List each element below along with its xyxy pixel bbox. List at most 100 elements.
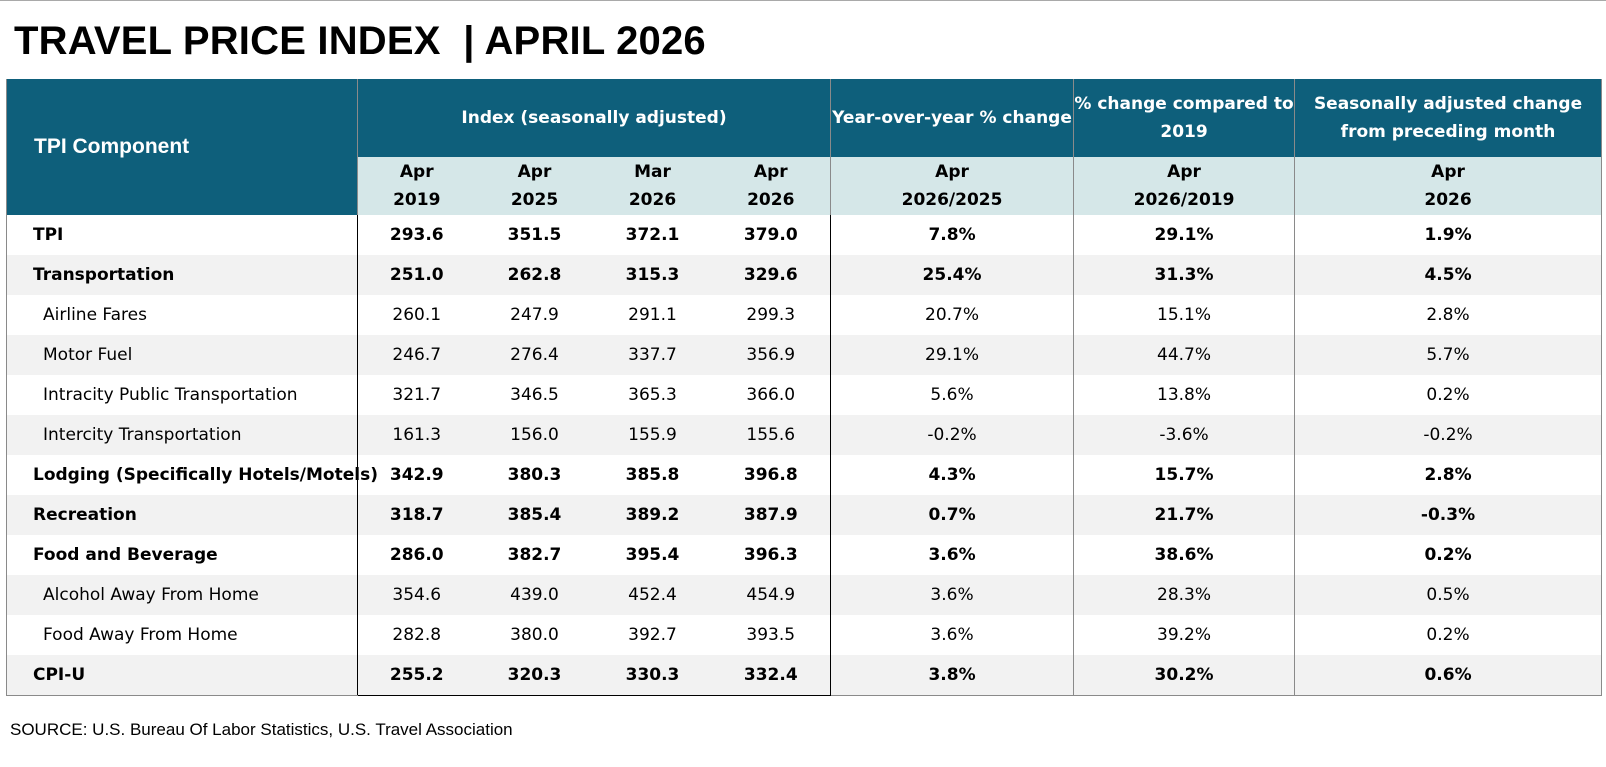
cell-yoy: 5.6% (830, 375, 1074, 415)
cell-apr-2026: 454.9 (711, 575, 832, 615)
cell-yoy: 0.7% (830, 495, 1074, 535)
cell-mar-2026: 365.3 (628, 385, 677, 405)
row-name: Food and Beverage (6, 535, 358, 575)
cell-apr-2019: 251.0 (357, 255, 476, 295)
cell-yoy: -0.2% (830, 415, 1074, 455)
cell-apr-2026: 155.6 (711, 415, 832, 455)
cell-mar-2026: 315.3 (593, 255, 712, 295)
cell-yoy: 7.8% (830, 215, 1074, 255)
table-row-alcohol-away-from-home: Alcohol Away From Home 354.6 439.0 452.4… (6, 575, 1603, 615)
cell-vs-2019: 44.7% (1073, 335, 1295, 375)
cell-mom: 0.6% (1294, 655, 1603, 696)
cell-vs-2019: 39.2% (1073, 615, 1295, 655)
cell-mom: 0.2% (1294, 535, 1603, 575)
cell-apr-2026: 366.0 (711, 375, 832, 415)
cell-mar-2026: 452.4 (593, 575, 712, 615)
header-yoy: Year-over-year % change (830, 79, 1074, 157)
cell-yoy: 25.4% (830, 255, 1074, 295)
cell-apr-2019: 342.9 (357, 455, 476, 495)
row-name: Food Away From Home (6, 615, 358, 655)
subheader-apr-2026: Apr 2026 (711, 157, 831, 215)
cell-apr-2025: 439.0 (475, 575, 594, 615)
cell-apr-2025: 262.8 (475, 255, 594, 295)
cell-apr-2026: 329.6 (711, 255, 832, 295)
cell-mom: -0.2% (1294, 415, 1603, 455)
cell-apr-2025: 385.4 (475, 495, 594, 535)
cell-yoy: 20.7% (830, 295, 1074, 335)
cell-mar-2026: 389.2 (593, 495, 712, 535)
cell-apr-2025: 382.7 (507, 545, 562, 565)
cell-vs-2019: 13.8% (1073, 375, 1295, 415)
row-name: Intercity Transportation (6, 415, 358, 455)
cell-mar-2026: 330.3 (593, 655, 712, 696)
cell-vs-2019: 30.2% (1073, 655, 1295, 696)
table-row-lodging: Lodging (Specifically Hotels/Motels) 342… (6, 455, 1603, 495)
cell-mar-2026: 155.9 (593, 415, 712, 455)
cell-mom: 2.8% (1294, 455, 1603, 495)
table-row-tpi: TPI 293.6 351.5 372.1 379.0 7.8% 29.1% 1… (6, 215, 1603, 255)
cell-apr-2026: 356.9 (711, 335, 832, 375)
cell-apr-2019: 246.7 (357, 335, 476, 375)
cell-yoy: 3.6% (830, 615, 1074, 655)
table-row-food-away-from-home: Food Away From Home 282.8 380.0 392.7 39… (6, 615, 1603, 655)
cell-apr-2026: 396.3 (711, 535, 832, 575)
header-vs-2019: % change compared to 2019 (1073, 79, 1295, 157)
cell-apr-2025: 346.5 (510, 385, 559, 405)
cell-apr-2025: 320.3 (475, 655, 594, 696)
table-row-intercity-transportation: Intercity Transportation 161.3 156.0 155… (6, 415, 1603, 455)
cell-apr-2025: 247.9 (510, 305, 559, 325)
header-index: Index (seasonally adjusted) (356, 79, 831, 157)
cell-mar-2026: 337.7 (593, 335, 712, 375)
cell-vs-2019: -3.6% (1073, 415, 1295, 455)
cell-apr-2026: 299.3 (711, 295, 832, 335)
row-name: TPI (6, 215, 358, 255)
cell-yoy: 4.3% (830, 455, 1074, 495)
row-name: Transportation (6, 255, 358, 295)
cell-apr-2025: 380.0 (510, 625, 559, 645)
subheader-vs-2019-period: Apr 2026/2019 (1073, 157, 1295, 215)
cell-apr-2019: 260.1 (357, 295, 476, 335)
cell-mom: 2.8% (1294, 295, 1603, 335)
cell-apr-2025: 351.5 (507, 225, 562, 245)
table-row-motor-fuel: Motor Fuel 246.7 276.4 337.7 356.9 29.1%… (6, 335, 1603, 375)
cell-mar-2026: 392.7 (628, 625, 677, 645)
cell-apr-2026: 332.4 (711, 655, 832, 696)
row-name: CPI-U (6, 655, 358, 696)
cell-mar-2026: 372.1 (625, 225, 680, 245)
cell-yoy: 3.8% (830, 655, 1074, 696)
cell-mar-2026: 385.8 (625, 465, 680, 485)
cell-apr-2019: 286.0 (357, 535, 476, 575)
cell-apr-2026: 396.8 (711, 455, 832, 495)
cell-apr-2019: 318.7 (357, 495, 476, 535)
cell-vs-2019: 21.7% (1073, 495, 1295, 535)
cell-apr-2019: 161.3 (357, 415, 476, 455)
table-row-recreation: Recreation 318.7 385.4 389.2 387.9 0.7% … (6, 495, 1603, 535)
table-row-airline-fares: Airline Fares 260.1 247.9 291.1 299.3 20… (6, 295, 1603, 335)
cell-mom: 0.5% (1294, 575, 1603, 615)
cell-apr-2019: 282.8 (357, 615, 476, 655)
subheader-row: Apr 2019 Apr 2025 Mar 2026 Apr 2026 Apr 2026/… (7, 157, 1603, 215)
cell-mar-2026: 291.1 (628, 305, 677, 325)
cell-mom: 5.7% (1294, 335, 1603, 375)
row-name: Alcohol Away From Home (6, 575, 358, 615)
subheader-apr-2025: Apr 2025 (475, 157, 594, 215)
table-row-transportation: Transportation 251.0 262.8 315.3 329.6 2… (6, 255, 1603, 295)
cell-yoy: 29.1% (830, 335, 1074, 375)
cell-vs-2019: 15.1% (1073, 295, 1295, 335)
cell-apr-2025: 156.0 (475, 415, 594, 455)
cell-apr-2025: 380.3 (507, 465, 562, 485)
cell-apr-2026: 387.9 (711, 495, 832, 535)
table-row-intracity-public-transportation: Intracity Public Transportation 321.7 34… (6, 375, 1603, 415)
cell-vs-2019: 15.7% (1073, 455, 1295, 495)
cell-apr-2026: 393.5 (711, 615, 832, 655)
header-row: TPI Component Index (seasonally adjusted… (6, 79, 1603, 215)
cell-mom: -0.3% (1294, 495, 1603, 535)
cell-apr-2019: 321.7 (357, 375, 476, 415)
cell-mom: 0.2% (1294, 375, 1603, 415)
cell-vs-2019: 31.3% (1073, 255, 1295, 295)
subheader-yoy-period: Apr 2026/2025 (830, 157, 1074, 215)
top-divider (0, 0, 1606, 1)
row-name: Recreation (6, 495, 358, 535)
cell-yoy: 3.6% (830, 535, 1074, 575)
cell-apr-2019: 354.6 (357, 575, 476, 615)
